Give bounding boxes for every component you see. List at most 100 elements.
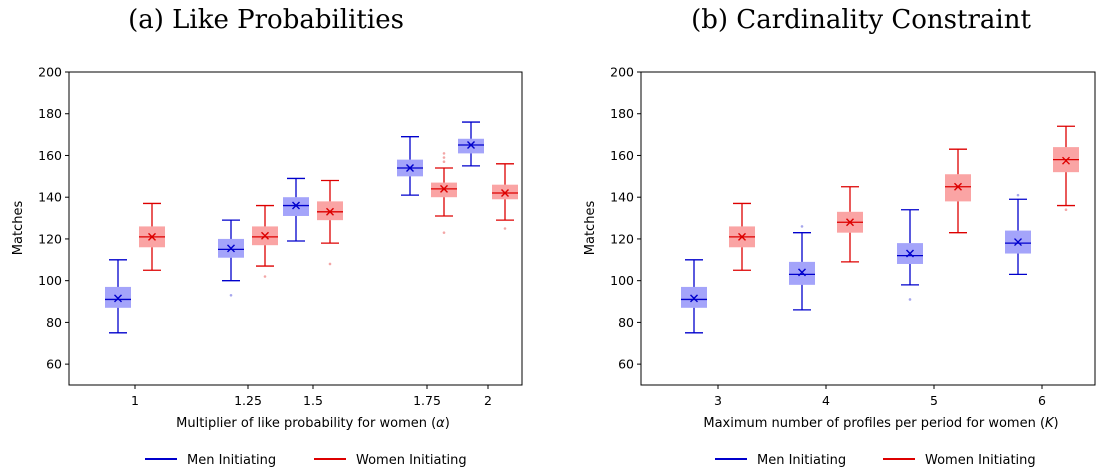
y-tick-label: 180 <box>610 106 634 121</box>
women-box <box>492 163 518 230</box>
y-tick-label: 180 <box>38 106 62 121</box>
outlier-point <box>328 262 332 266</box>
women-box <box>431 152 457 234</box>
outlier-point <box>800 225 804 228</box>
men-box <box>397 136 423 196</box>
panel-a-title: (a) Like Probabilities <box>128 5 404 35</box>
men-box <box>1005 193 1031 276</box>
women-box <box>729 202 755 271</box>
mean-marker <box>1014 238 1022 247</box>
y-tick-label: 160 <box>610 148 634 163</box>
panel-b: (b) Cardinality Constraint Matches Maxim… <box>583 5 1096 468</box>
panel-b-xlabel: Maximum number of profiles per period fo… <box>703 416 1058 431</box>
women-box <box>317 179 343 266</box>
mean-marker <box>261 231 269 240</box>
legend-men-label: Men Initiating <box>187 453 276 468</box>
men-box <box>283 177 309 242</box>
box-iqr <box>458 138 484 154</box>
outlier-point <box>442 160 446 164</box>
men-box <box>789 225 815 311</box>
men-box <box>681 259 707 334</box>
x-tick-label: 6 <box>1038 393 1046 408</box>
mean-marker <box>148 232 156 241</box>
y-tick-label: 160 <box>38 148 62 163</box>
legend-women-label: Women Initiating <box>925 453 1036 468</box>
box-iqr <box>283 197 309 216</box>
mean-marker <box>906 249 914 258</box>
mean-marker <box>1062 156 1070 165</box>
panel-a-plot: 60 80 100 120 140 160 180 200 1 1.25 1.5 1.75 2 <box>38 65 523 408</box>
x-tick-label: 5 <box>930 393 938 408</box>
box-iqr <box>105 286 131 308</box>
outlier-point <box>229 293 233 297</box>
x-tick-label: 1.5 <box>303 393 323 408</box>
axes-frame <box>68 71 523 386</box>
panel-a-xlabel: Multiplier of like probability for women… <box>176 416 450 431</box>
x-tick-label: 4 <box>822 393 830 408</box>
outlier-point <box>503 227 507 230</box>
panel-b-title: (b) Cardinality Constraint <box>691 5 1031 35</box>
mean-marker <box>798 268 806 277</box>
x-tick-label: 1.75 <box>413 393 441 408</box>
panel-b-ylabel: Matches <box>583 201 598 256</box>
women-box <box>837 186 863 263</box>
mean-marker <box>690 294 698 303</box>
y-tick-label: 140 <box>610 190 634 205</box>
y-tick-label: 200 <box>610 65 634 80</box>
x-tick-label: 3 <box>714 393 722 408</box>
legend-men-label: Men Initiating <box>757 453 846 468</box>
y-tick-label: 140 <box>38 190 62 205</box>
mean-marker <box>114 294 122 303</box>
axes-frame <box>640 71 1096 386</box>
mean-marker <box>467 141 475 150</box>
panel-b-legend: Men Initiating Women Initiating <box>715 453 1036 468</box>
women-box <box>1053 125 1079 212</box>
men-box <box>105 259 131 334</box>
women-box <box>252 204 278 278</box>
y-tick-label: 120 <box>38 231 62 246</box>
y-tick-label: 80 <box>618 315 634 330</box>
mean-marker <box>846 218 854 227</box>
panel-a-ylabel: Matches <box>11 201 26 256</box>
panel-b-plot: 60 80 100 120 140 160 180 200 3 4 5 6 <box>610 65 1096 408</box>
y-tick-label: 60 <box>618 357 634 372</box>
outlier-point <box>908 298 912 301</box>
mean-marker <box>406 163 414 172</box>
mean-marker <box>326 207 334 216</box>
mean-marker <box>292 201 300 210</box>
x-tick-label: 1.25 <box>234 393 262 408</box>
y-tick-label: 100 <box>38 273 62 288</box>
legend-women-label: Women Initiating <box>356 453 467 468</box>
outlier-point <box>442 231 446 234</box>
men-box <box>458 121 484 167</box>
box-iqr <box>789 261 815 285</box>
y-tick-label: 120 <box>610 231 634 246</box>
outlier-point <box>263 275 267 278</box>
mean-marker <box>227 244 235 253</box>
mean-marker <box>501 189 509 198</box>
men-box <box>897 209 923 301</box>
box-iqr <box>681 286 707 308</box>
x-tick-label: 2 <box>484 393 492 408</box>
mean-marker <box>954 182 962 191</box>
y-tick-label: 80 <box>46 315 62 330</box>
women-box <box>139 202 165 271</box>
panel-a: (a) Like Probabilities Matches Multiplie… <box>11 5 523 468</box>
mean-marker <box>738 232 746 241</box>
x-tick-label: 1 <box>131 393 139 408</box>
outlier-point <box>1016 193 1020 197</box>
mean-marker <box>440 184 448 193</box>
panel-a-legend: Men Initiating Women Initiating <box>145 453 467 468</box>
y-tick-label: 200 <box>38 65 62 80</box>
box-iqr <box>431 182 457 198</box>
y-tick-label: 100 <box>610 273 634 288</box>
outlier-point <box>442 152 446 155</box>
box-iqr <box>317 201 343 221</box>
men-box <box>218 219 244 297</box>
women-box <box>945 148 971 234</box>
outlier-point <box>1064 208 1068 212</box>
box-iqr <box>492 184 518 200</box>
outlier-point <box>442 156 446 159</box>
y-tick-label: 60 <box>46 357 62 372</box>
